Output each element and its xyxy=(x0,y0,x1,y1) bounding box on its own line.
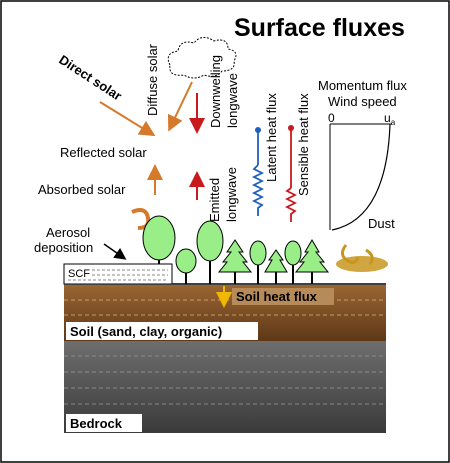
reflected-solar-label: Reflected solar xyxy=(60,145,147,160)
momentum-flux-label: Momentum flux xyxy=(318,78,407,93)
downwelling-label-1: Downwelling xyxy=(208,55,223,128)
dust-label: Dust xyxy=(368,216,395,231)
cloud-icon xyxy=(167,37,237,79)
broadleaf-tree-icon xyxy=(196,220,224,284)
soil-heat-flux-label-bg xyxy=(232,288,334,305)
sensible-heat-flux-symbol xyxy=(284,125,298,222)
dust-swirl-icon xyxy=(341,244,360,264)
soil-label-box xyxy=(66,322,258,340)
absorbed-solar-swirl-icon xyxy=(131,208,151,230)
axis-u-label: ua xyxy=(384,111,396,127)
emitted-label-2: longwave xyxy=(224,167,239,222)
conifer-tree-icon xyxy=(294,239,330,284)
diagram-title: Surface fluxes xyxy=(234,14,405,42)
wind-profile-curve xyxy=(331,123,391,231)
aerosol-label-1: Aerosol xyxy=(46,225,90,240)
direct-solar-label: Direct solar xyxy=(56,52,124,104)
conifer-tree-icon xyxy=(264,249,288,284)
scf-box xyxy=(63,263,173,285)
broadleaf-tree-icon xyxy=(175,248,197,284)
diffuse-solar-label: Diffuse solar xyxy=(145,43,160,116)
soil-label: Soil (sand, clay, organic) xyxy=(70,324,222,339)
latent-heat-flux-symbol xyxy=(251,127,265,216)
direct-solar-arrow xyxy=(99,101,156,137)
aerosol-label-2: deposition xyxy=(34,240,93,255)
absorbed-solar-label: Absorbed solar xyxy=(38,182,126,197)
sensible-heat-flux-label: Sensible heat flux xyxy=(296,93,311,196)
wind-speed-label: Wind speed xyxy=(328,94,397,109)
diffuse-solar-arrow xyxy=(167,81,193,132)
bedrock-label-box xyxy=(66,414,142,432)
aerosol-arrow xyxy=(103,243,127,260)
bedrock-label: Bedrock xyxy=(70,416,123,431)
emitted-label-1: Emitted xyxy=(207,178,222,222)
downwelling-label-2: longwave xyxy=(225,73,240,128)
conifer-tree-icon xyxy=(217,239,253,284)
broadleaf-tree-icon xyxy=(249,240,267,284)
latent-heat-flux-label: Latent heat flux xyxy=(264,93,279,182)
soil-heat-flux-label: Soil heat flux xyxy=(236,289,318,304)
broadleaf-tree-icon xyxy=(284,240,302,284)
axis-zero-label: 0 xyxy=(328,111,335,125)
scf-label: SCF xyxy=(68,268,90,280)
dust-swirl-icon-2 xyxy=(365,248,374,265)
